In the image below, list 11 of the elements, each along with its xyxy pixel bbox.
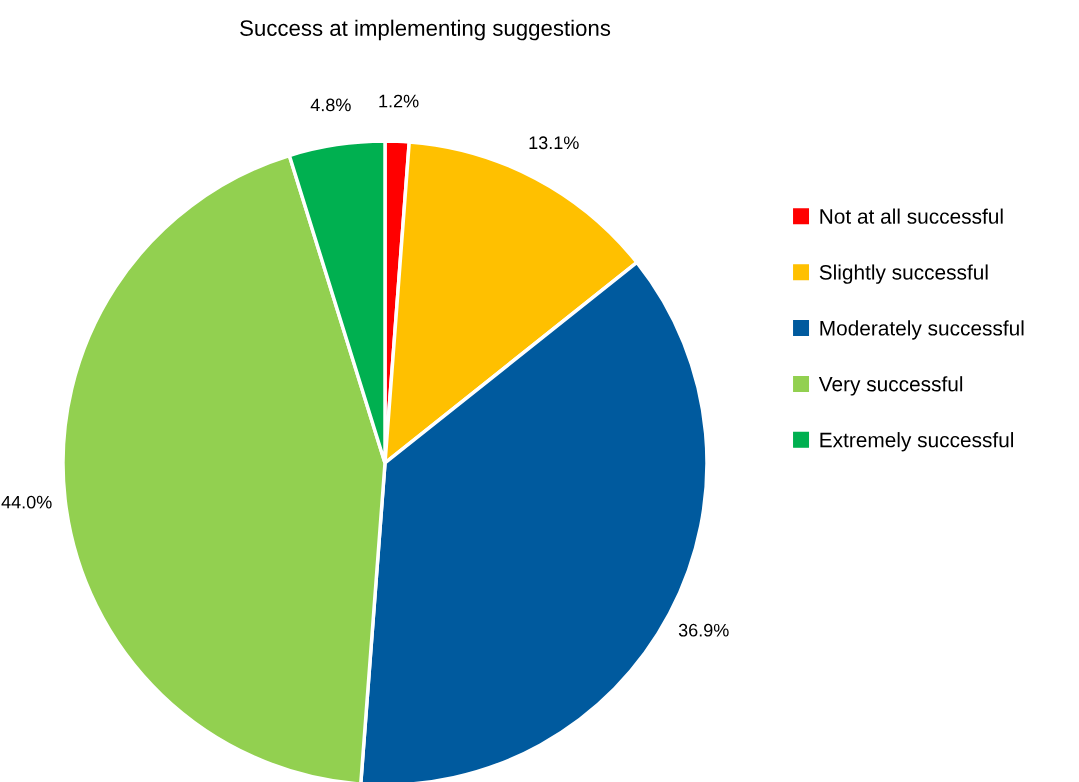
chart-title: Success at implementing suggestions — [240, 19, 611, 41]
data-label: 1.2% — [379, 94, 419, 108]
legend-label: Not at all successful — [820, 208, 1003, 224]
data-label: 4.8% — [310, 98, 351, 112]
legend-label: Extremely successful — [820, 432, 1014, 452]
data-label: 44.0% — [1, 495, 52, 509]
data-label: 36.9% — [678, 623, 729, 637]
legend-label: Slightly successful — [819, 264, 988, 284]
legend-label: Moderately successful — [820, 320, 1024, 340]
data-label: 13.1% — [529, 136, 579, 150]
legend-label: Very successful — [818, 376, 963, 396]
